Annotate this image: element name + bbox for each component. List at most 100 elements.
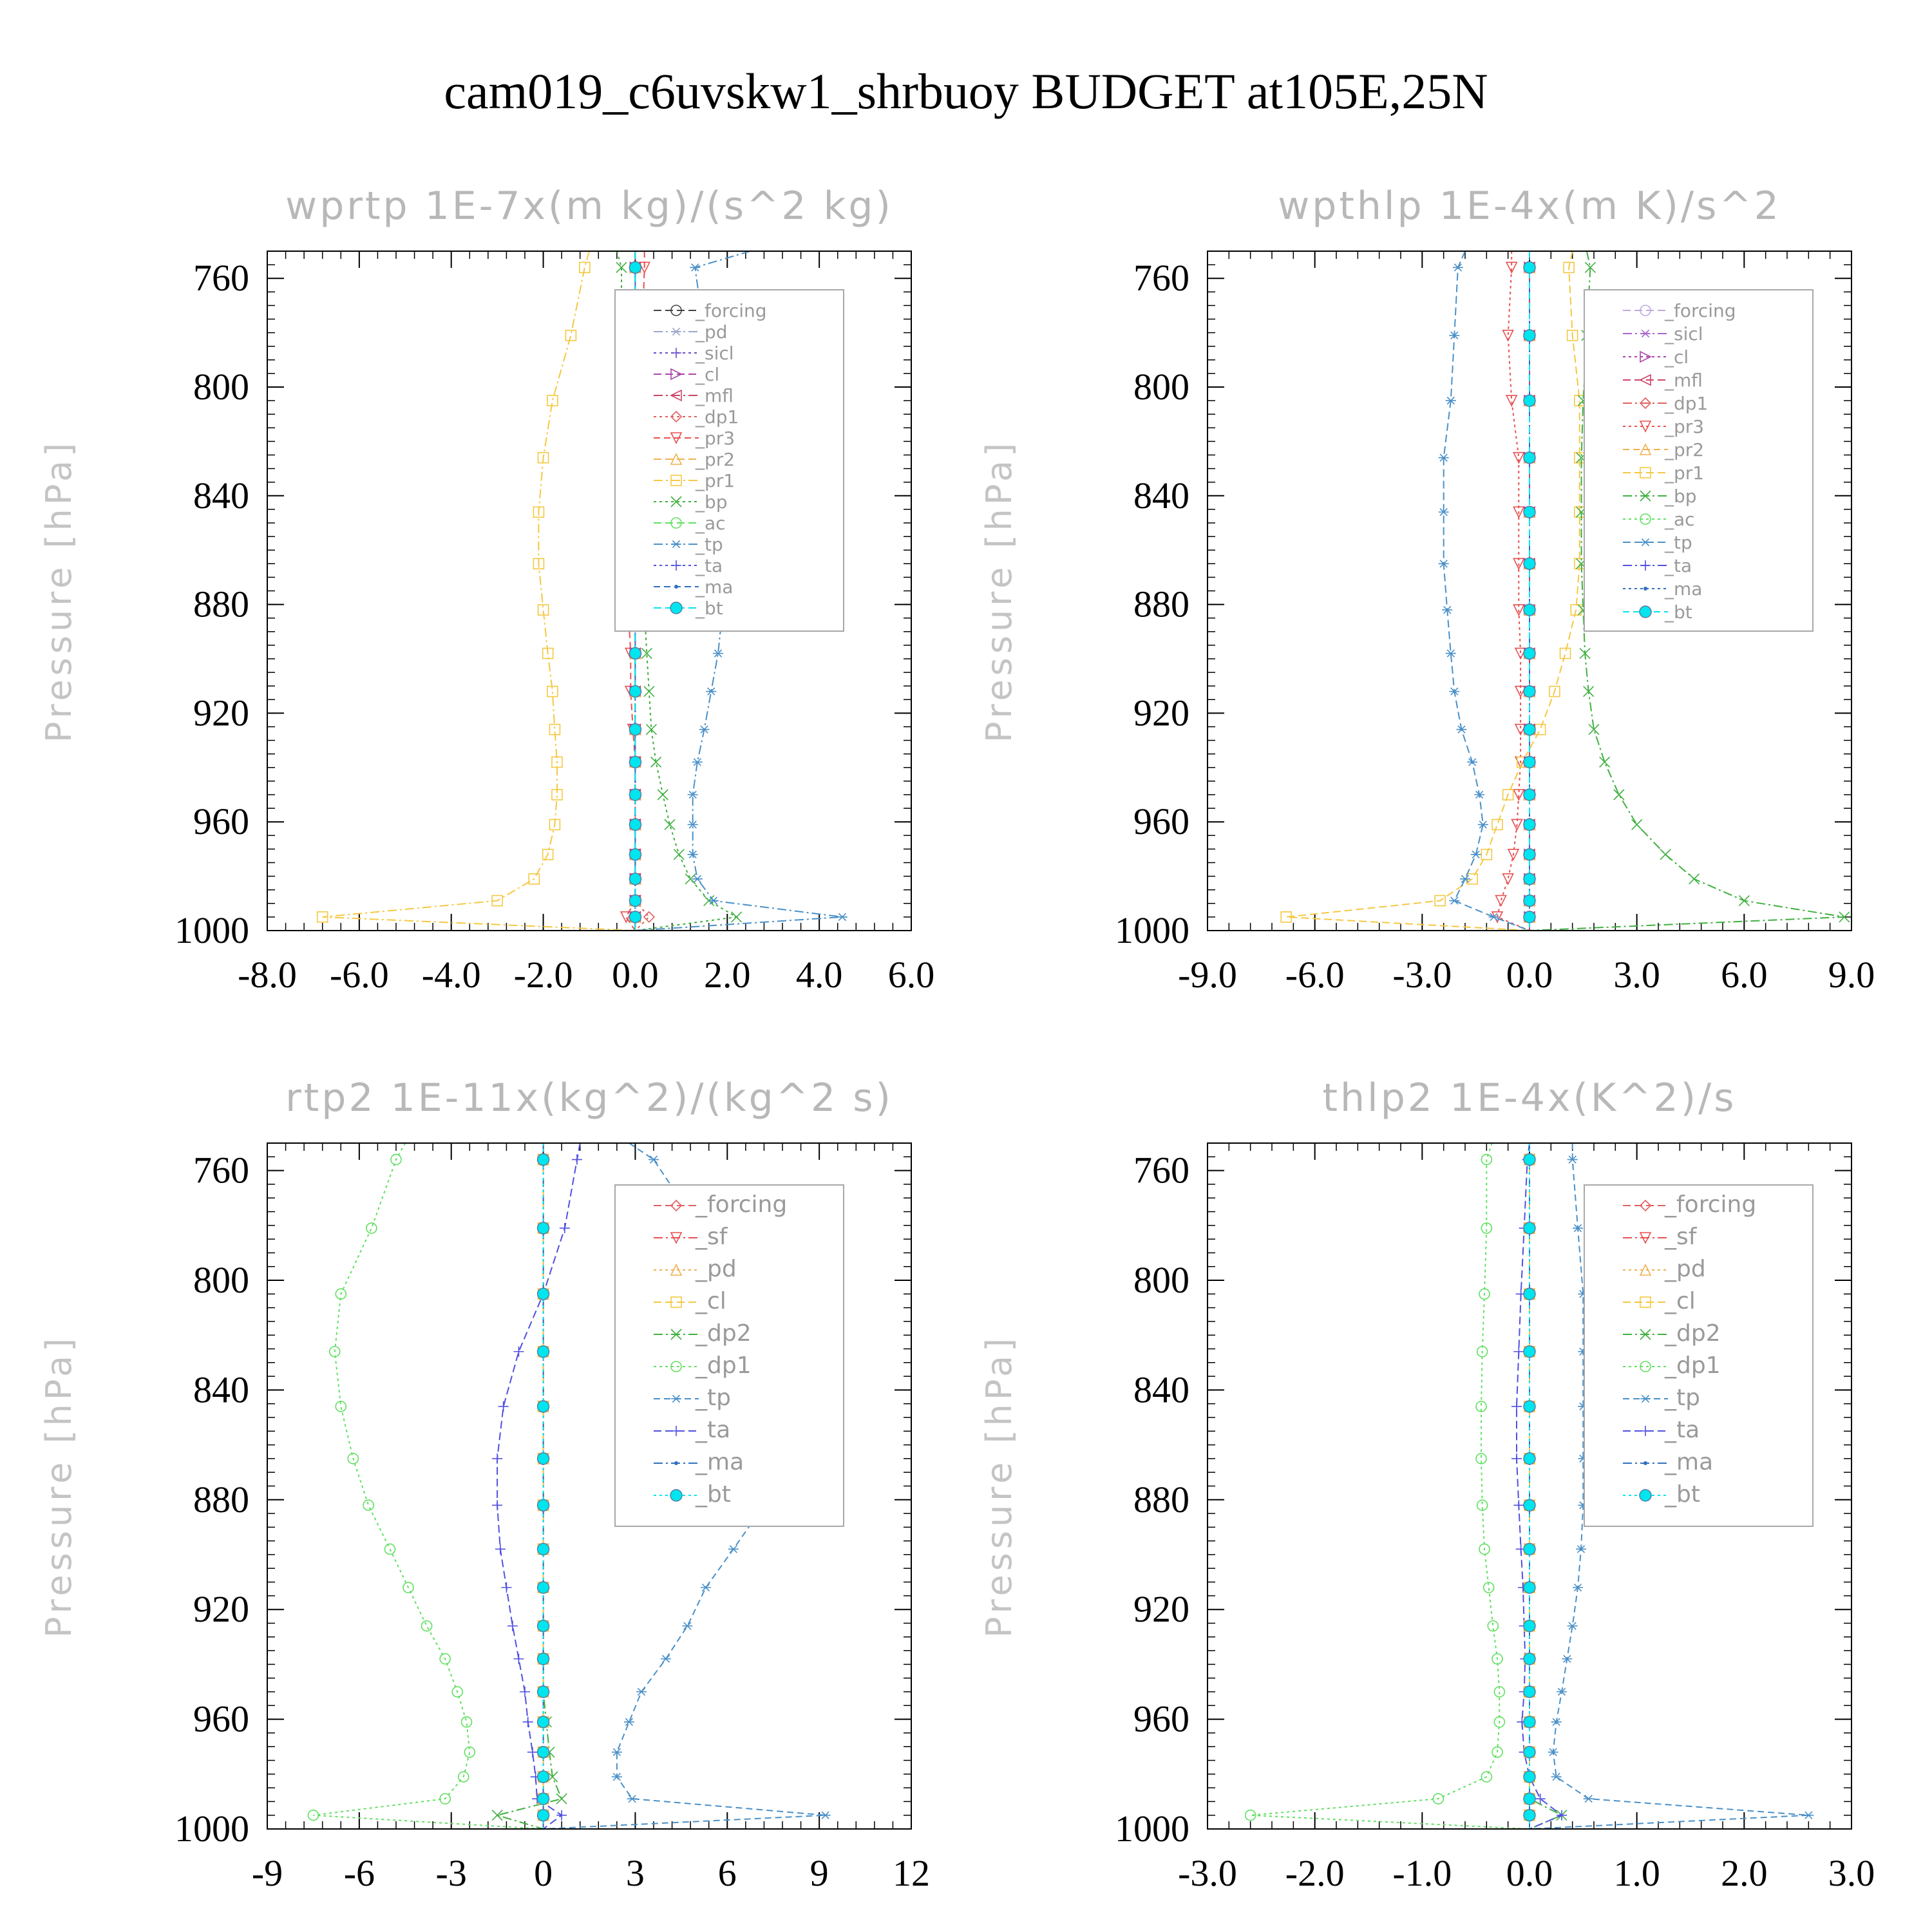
data-point [1487,1620,1499,1632]
data-point [1482,1582,1495,1593]
data-point [559,1223,570,1234]
data-point [1523,755,1536,769]
panels: wprtp 1E-7x(m kg)/(s^2 kg) Pressure [hPa]… [39,184,1875,1894]
legend-marker [670,368,683,381]
legend-item: _sf [654,1224,728,1250]
data-point [542,647,554,659]
y-tick-label: 960 [193,1698,249,1740]
x-tick-label: 0 [534,1852,553,1894]
data-point [1470,850,1481,859]
data-point [699,725,710,734]
panel-title: wpthlp 1E-4x(m K)/s^2 [1278,184,1781,229]
data-point [1493,1716,1506,1728]
legend-label: _forcing [695,300,767,321]
data-point [1548,1748,1558,1756]
data-point [728,1545,739,1553]
series-tp [543,1143,831,1829]
legend: _forcing_pd_sicl_cl_mfl_dp1_pr3_pr2_pr1_… [614,289,844,632]
data-point [537,451,549,464]
legend-marker [1639,443,1652,455]
data-point [713,649,723,658]
legend: _forcing _sf _pd _cl _dp2 _dp1 _tp _ta _ma _bt [614,1184,844,1527]
legend: _forcing _sf _pd _cl _dp2 _dp1 _tp _ta _ma _bt [1584,1184,1814,1527]
legend-marker [1640,350,1652,363]
data-point [1445,396,1456,405]
legend-label: _cl [695,364,719,385]
legend-marker [670,389,682,402]
y-tick-label: 1000 [175,1808,249,1850]
data-point [536,1620,550,1633]
series-line [313,1143,544,1829]
y-tick-label: 800 [193,366,249,408]
data-point [307,1809,319,1821]
data-point [1839,911,1850,923]
data-point [1523,1685,1536,1698]
legend-marker [670,1361,682,1372]
data-point [1438,507,1449,516]
legend-marker [670,1199,683,1212]
legend-marker [1640,1329,1651,1340]
legend-item: _forcing [654,1191,787,1218]
legend-item: _ta [654,1417,730,1443]
x-tick-label: -2.0 [1285,1852,1345,1894]
data-point [464,1746,476,1758]
series-dp1 [307,1143,544,1829]
legend-label: _sf [1664,1224,1698,1250]
legend-label: _pd [695,1256,737,1282]
data-point [1523,788,1536,801]
legend-label: _dp2 [695,1320,752,1347]
legend-label: _bp [1664,486,1697,507]
legend-marker [670,1296,682,1308]
data-point [731,911,743,923]
data-point [1479,1288,1490,1300]
series-bt [1523,251,1536,931]
legend-label: _pr1 [1664,462,1704,484]
legend-label: _pd [695,321,728,343]
data-point [629,755,642,769]
data-point [1475,1453,1487,1464]
panel-wprtp: wprtp 1E-7x(m kg)/(s^2 kg) Pressure [hPa]… [39,184,934,996]
data-point [1513,789,1525,801]
legend-marker [1639,421,1652,433]
data-point [1523,1452,1536,1465]
y-tick-label: 920 [1133,1588,1189,1630]
legend-label: _dp1 [1664,393,1708,414]
x-tick-label: -1.0 [1392,1852,1452,1894]
legend-label: _pr3 [695,428,735,449]
panel-wpthlp: wpthlp 1E-4x(m K)/s^2 Pressure [hPa] 760 80… [979,184,1875,996]
data-point [533,506,545,518]
y-tick-label: 960 [1133,1698,1189,1740]
data-point [692,875,703,883]
x-tick-label: -3 [436,1852,467,1894]
data-point [1567,1622,1578,1630]
x-tick-label: -4.0 [422,954,481,996]
data-point [536,1770,550,1783]
legend-marker [1639,1489,1652,1502]
data-point [837,913,848,922]
legend-item: _tp [1623,532,1692,553]
data-point [1481,1222,1493,1234]
x-tick-label: 2.0 [704,954,751,996]
legend-label: _pr2 [695,449,735,470]
legend-label: _mfl [695,385,734,406]
data-point [664,819,676,830]
legend-marker [671,348,681,358]
plot-area [1244,1143,1814,1829]
data-point [620,911,632,923]
data-point [1583,686,1595,697]
x-tick-label: 3.0 [1613,954,1660,996]
data-point [1507,849,1520,861]
legend-marker [1639,397,1652,410]
legend-item: _bt [1623,1481,1700,1508]
data-point [1523,848,1536,861]
legend-marker [670,601,683,614]
legend-label: _sf [695,1224,728,1250]
data-point [1449,331,1460,339]
legend-item: _tp [654,534,723,555]
legend-item: _ta [1623,1417,1700,1443]
panel-title: rtp2 1E-11x(kg^2)/(kg^2 s) [285,1075,893,1121]
data-point [513,1653,524,1664]
data-point [527,1747,538,1757]
data-point [522,1716,533,1727]
y-axis-label: Pressure [hPa] [39,1334,79,1638]
